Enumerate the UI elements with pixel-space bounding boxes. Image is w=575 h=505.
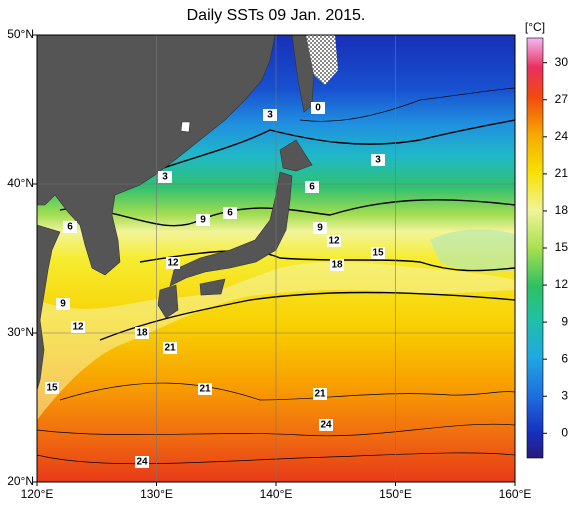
contour-label-box: [163, 342, 177, 354]
contour-label: 18: [331, 260, 343, 271]
contour-label-box: [223, 207, 237, 219]
contour-label: 3: [267, 110, 273, 121]
contour-labels: 3 0 3 3 6 6 9 6 9 12 15 18 12 9 12 18 21 15 21 21 24 24: [45, 102, 385, 468]
colorbar-tick-label: 6: [561, 351, 568, 365]
lon-tick-label: 130°E: [140, 487, 173, 501]
lon-tick-label: 160°E: [499, 487, 532, 501]
contour-label: 21: [164, 343, 176, 354]
contour-label-box: [166, 257, 180, 269]
contour-label-box: [327, 235, 341, 247]
lon-tick-label: 140°E: [260, 487, 293, 501]
sea-ice: [306, 35, 338, 85]
contour-label-box: [313, 222, 327, 234]
colorbar-tick-label: 27: [555, 92, 569, 106]
contour-label-box: [263, 109, 277, 121]
contour-label: 6: [309, 182, 315, 193]
contour-label-box: [305, 181, 319, 193]
map-area: 3 0 3 3 6 6 9 6 9 12 15 18 12 9 12 18 21 15 21 21 24 24: [37, 35, 515, 482]
axes: 120°E 130°E 140°E 150°E 160°E 20°N 30°N 40°N 50°…: [7, 27, 568, 501]
contour-label-box: [371, 154, 385, 166]
contour-label: 12: [167, 258, 179, 269]
colorbar-tick-label: 18: [555, 203, 569, 217]
contour-label-box: [371, 247, 385, 259]
land: [37, 35, 315, 391]
contour-label: 21: [199, 384, 211, 395]
contour-label-box: [45, 382, 59, 394]
warm-eddy: [430, 229, 515, 273]
contour-label-box: [198, 383, 212, 395]
lon-tick-label: 150°E: [379, 487, 412, 501]
colorbar-tick-label: 15: [555, 240, 569, 254]
contour-label-box: [311, 102, 325, 114]
contour-label-box: [319, 419, 333, 431]
contour-label-box: [158, 171, 172, 183]
colorbar-unit: [°C]: [525, 20, 545, 34]
contour-label-box: [63, 221, 77, 233]
contour-label-box: [135, 327, 149, 339]
contour-label-box: [313, 388, 327, 400]
colorbar: [526, 37, 544, 459]
contour-label: 6: [227, 208, 233, 219]
contour-label: 15: [46, 383, 58, 394]
contour-label: 24: [320, 420, 332, 431]
contour-label: 0: [315, 103, 321, 114]
contour-label: 9: [200, 215, 206, 226]
contour-label: 3: [375, 155, 381, 166]
contour-label: 6: [67, 222, 73, 233]
contour-label-box: [196, 214, 210, 226]
contour-label-box: [71, 321, 85, 333]
contour-label: 9: [317, 223, 323, 234]
contour-label: 18: [136, 328, 148, 339]
colorbar-tick-label: 21: [555, 166, 569, 180]
contour-label: 3: [162, 172, 168, 183]
lon-tick-label: 120°E: [21, 487, 54, 501]
colorbar-tick-label: 24: [555, 129, 569, 143]
lat-tick-label: 30°N: [7, 325, 34, 339]
colorbar-tick-label: 0: [561, 425, 568, 439]
lat-tick-label: 50°N: [7, 27, 34, 41]
contour-label-box: [330, 259, 344, 271]
map-title: Daily SSTs 09 Jan. 2015.: [187, 7, 366, 24]
contour-label: 21: [314, 389, 326, 400]
contour-label-box: [135, 456, 149, 468]
contour-label: 24: [136, 457, 148, 468]
colorbar-tick-label: 30: [555, 55, 569, 69]
contour-label: 12: [72, 322, 84, 333]
contour-label-box: [56, 298, 70, 310]
colorbar-tick-label: 12: [555, 277, 569, 291]
contour-label: 12: [328, 236, 340, 247]
contour-lines: [37, 87, 515, 465]
contour-label: 15: [372, 248, 384, 259]
colorbar-tick-label: 3: [561, 388, 568, 402]
lat-tick-label: 40°N: [7, 176, 34, 190]
contour-label: 9: [60, 299, 66, 310]
lat-tick-label: 20°N: [7, 474, 34, 488]
colorbar-tick-label: 9: [561, 314, 568, 328]
